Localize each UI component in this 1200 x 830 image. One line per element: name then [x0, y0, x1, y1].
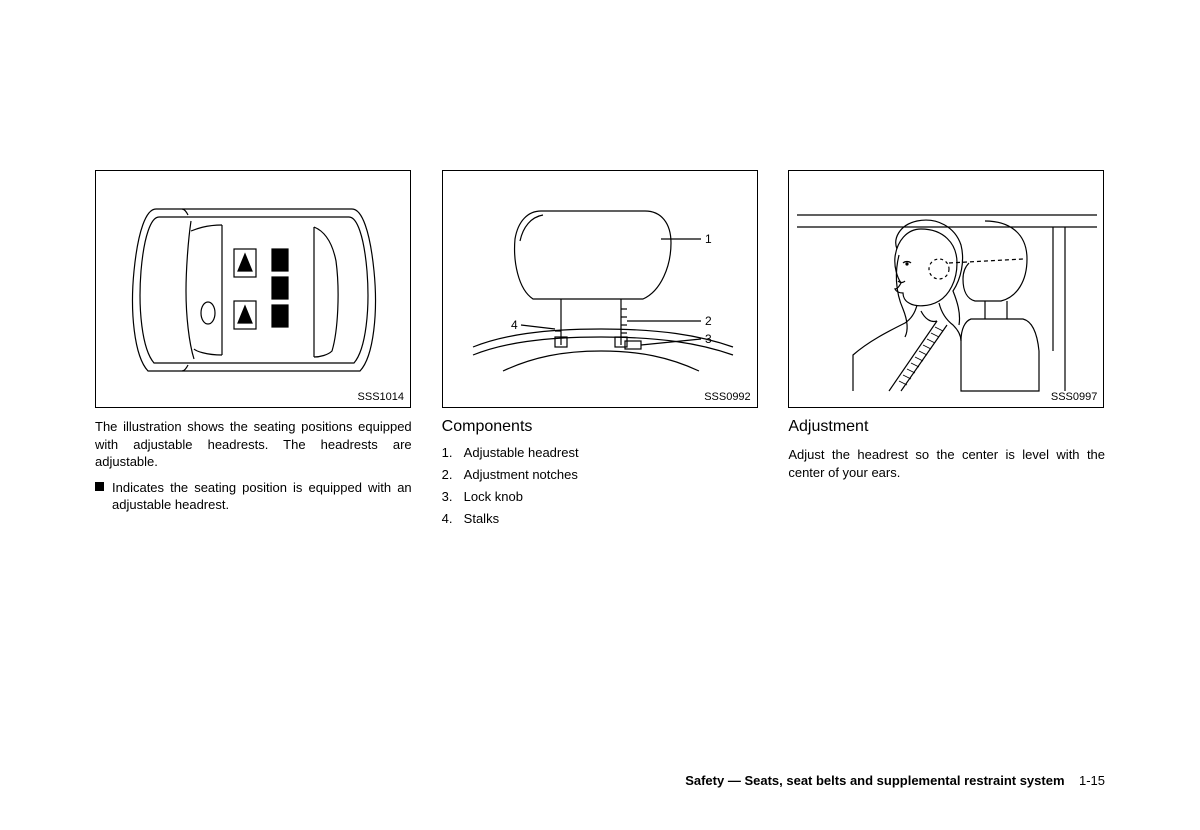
column-1: SSS1014 The illustration shows the seati… [95, 170, 412, 530]
figure-headrest-components: 1 2 3 4 SSS0992 [442, 170, 758, 408]
figure-code-3: SSS0997 [1051, 391, 1097, 403]
list-item: Adjustable headrest [442, 442, 759, 464]
label-1: 1 [705, 232, 712, 246]
person-headrest-icon [789, 171, 1105, 409]
components-list: Adjustable headrest Adjustment notches L… [442, 442, 759, 530]
square-bullet-icon [95, 482, 104, 491]
col3-heading: Adjustment [788, 418, 1105, 436]
list-item: Adjustment notches [442, 464, 759, 486]
footer-page: 1-15 [1079, 773, 1105, 788]
bullet-row: Indicates the seating position is equipp… [95, 479, 412, 514]
col3-text: Adjust the headrest so the center is lev… [788, 446, 1105, 481]
figure-adjustment: SSS0997 [788, 170, 1104, 408]
page-footer: Safety — Seats, seat belts and supplemen… [685, 773, 1105, 788]
label-4: 4 [511, 318, 518, 332]
list-item: Lock knob [442, 486, 759, 508]
figure-code-1: SSS1014 [358, 391, 404, 403]
headrest-components-icon: 1 2 3 4 [443, 171, 759, 409]
label-2: 2 [705, 314, 712, 328]
col1-bullet-text: Indicates the seating position is equipp… [112, 479, 412, 514]
col2-heading: Components [442, 418, 759, 436]
figure-seating-positions: SSS1014 [95, 170, 411, 408]
label-3: 3 [705, 332, 712, 346]
columns-container: SSS1014 The illustration shows the seati… [95, 170, 1105, 530]
col1-text: The illustration shows the seating posit… [95, 418, 412, 471]
page-content: SSS1014 The illustration shows the seati… [95, 170, 1105, 530]
car-top-view-icon [96, 171, 412, 409]
column-2: 1 2 3 4 SSS0992 Components Adjustable he… [442, 170, 759, 530]
figure-code-2: SSS0992 [704, 391, 750, 403]
column-3: SSS0997 Adjustment Adjust the headrest s… [788, 170, 1105, 530]
list-item: Stalks [442, 508, 759, 530]
footer-section: Safety — Seats, seat belts and supplemen… [685, 773, 1064, 788]
